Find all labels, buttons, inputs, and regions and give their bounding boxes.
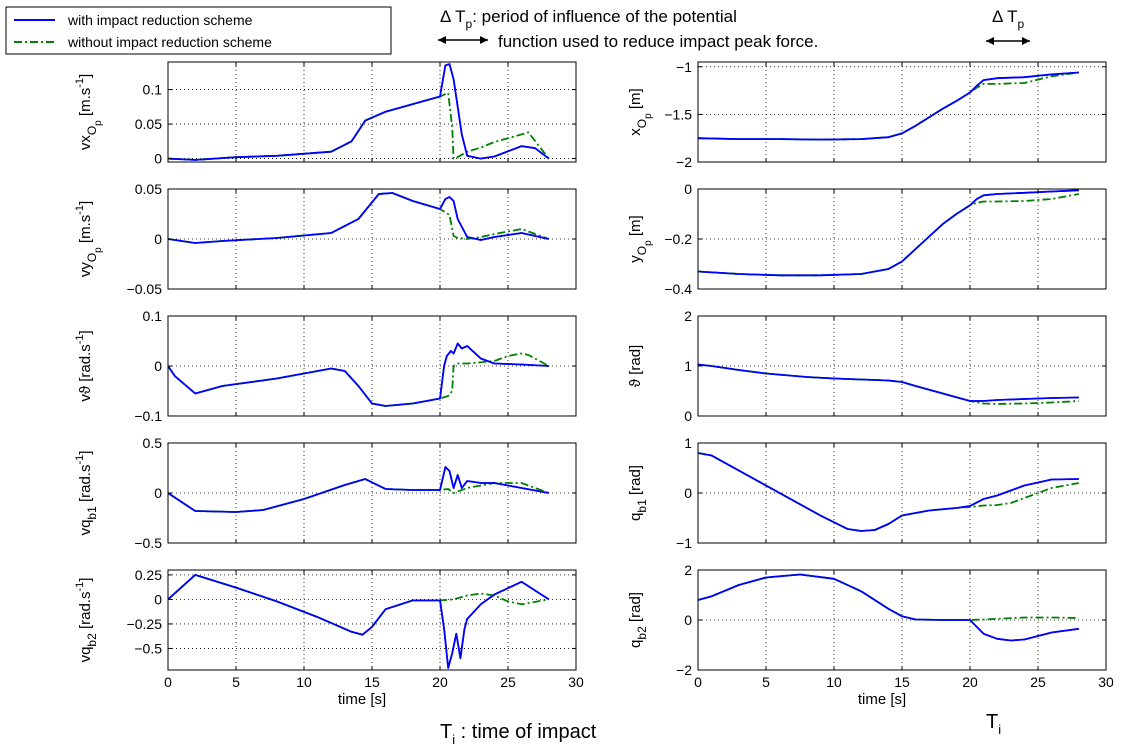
legend: with impact reduction scheme without imp… xyxy=(5,6,392,55)
annotation-delta-tp-top: Δ Tp: period of influence of the potenti… xyxy=(438,7,818,51)
series-x-with-top xyxy=(698,71,1079,141)
ytick-label-vqb1: 0 xyxy=(154,485,162,501)
xtick-label-qb2: 25 xyxy=(1030,674,1046,690)
xtick-label-vqb2: 10 xyxy=(296,674,312,690)
ytick-label-vqb2: 0 xyxy=(154,591,162,607)
ytick-label-vqb2: −0.25 xyxy=(127,616,163,632)
xtick-label-qb2: 30 xyxy=(1098,674,1114,690)
subplot-th: 0 1 2 ϑ [rad] xyxy=(627,308,1107,424)
annotation-dt-top-a: Δ Tp: period of influence of the potenti… xyxy=(440,7,737,31)
ytick-label-qb1: 1 xyxy=(684,435,692,451)
series-qb2-without xyxy=(698,573,1079,621)
series-vqb2-with-top xyxy=(168,574,550,669)
ytick-label-qb1: −1 xyxy=(676,535,692,551)
ylabel-qb1: qb1 [rad] xyxy=(627,465,649,521)
subplot-vth: −0.1 0 0.1 vϑ [rad.s-1] xyxy=(74,308,577,424)
ylabel-x: xOp [m] xyxy=(627,88,654,135)
legend-label-with: with impact reduction scheme xyxy=(67,12,253,28)
xlabel-qb2: time [s] xyxy=(858,691,906,708)
legend-label-without: without impact reduction scheme xyxy=(67,34,272,50)
ytick-label-vy: −0.05 xyxy=(127,281,163,297)
ylabel-qb2: qb2 [rad] xyxy=(627,592,649,648)
ytick-label-qb1: 0 xyxy=(684,485,692,501)
ylabel-th: ϑ [rad] xyxy=(627,345,644,387)
subplot-vqb2: 0 5 10 15 20 25 30 −0.5 −0.25 0 0.25 vqb2 [rad.s-1]… xyxy=(74,567,584,708)
arrowhead-left xyxy=(438,36,446,44)
ytick-label-vqb2: 0.25 xyxy=(135,567,162,583)
ylabel-vx: vxOp [m.s-1] xyxy=(74,74,104,150)
xtick-label-vqb2: 25 xyxy=(500,674,516,690)
ytick-label-vy: 0.05 xyxy=(135,181,162,197)
series-vy-with-top xyxy=(168,192,549,244)
arrowhead-left-r xyxy=(986,37,994,45)
ytick-label-qb2: 2 xyxy=(684,562,692,578)
ytick-label-qb2: 0 xyxy=(684,612,692,628)
xtick-label-vqb2: 0 xyxy=(164,674,172,690)
ytick-label-th: 1 xyxy=(684,358,692,374)
xtick-label-qb2: 15 xyxy=(894,674,910,690)
xtick-label-qb2: 0 xyxy=(694,674,702,690)
ytick-label-y: −0.2 xyxy=(664,231,692,247)
ytick-label-th: 0 xyxy=(684,408,692,424)
xtick-label-qb2: 5 xyxy=(762,674,770,690)
ylabel-vy: vyOp [m.s-1] xyxy=(74,201,104,277)
series-qb2-with-top xyxy=(698,573,1079,642)
annotation-dt-top-line2: function used to reduce impact peak forc… xyxy=(498,32,818,51)
series-qb1-with-top xyxy=(698,452,1079,532)
xlabel-vqb2: time [s] xyxy=(338,691,386,708)
xtick-label-qb2: 20 xyxy=(962,674,978,690)
ytick-label-y: 0 xyxy=(684,181,692,197)
xtick-label-vqb2: 20 xyxy=(432,674,448,690)
subplot-vy: −0.05 0 0.05 vyOp [m.s-1] xyxy=(74,181,577,297)
ylabel-vqb1: vqb1 [rad.s-1] xyxy=(74,451,99,536)
ytick-label-qb2: −2 xyxy=(676,662,692,678)
series-vqb1-with-top xyxy=(168,466,549,513)
ytick-label-x: −1.5 xyxy=(664,106,692,122)
xtick-label-vqb2: 15 xyxy=(364,674,380,690)
arrowhead-right-r xyxy=(1022,37,1030,45)
ytick-label-th: 2 xyxy=(684,308,692,324)
ytick-label-vqb1: −0.5 xyxy=(134,535,162,551)
xtick-label-qb2: 10 xyxy=(826,674,842,690)
subplot-qb1: −1 0 1 qb1 [rad] xyxy=(627,435,1107,551)
ylabel-vth: vϑ [rad.s-1] xyxy=(74,330,94,401)
ytick-label-vx: 0.05 xyxy=(135,116,162,132)
ytick-label-vqb2: −0.5 xyxy=(134,640,162,656)
ytick-label-vx: 0.1 xyxy=(143,82,163,98)
subplot-y: −0.4 −0.2 0 yOp [m] xyxy=(627,181,1107,297)
ytick-label-x: −1 xyxy=(676,59,692,75)
annotation-dt-right: Δ Tp xyxy=(992,7,1025,31)
subplot-vx: 0 0.05 0.1 vxOp [m.s-1] xyxy=(74,61,577,167)
ytick-label-vx: 0 xyxy=(154,151,162,167)
subplot-x: −2 −1.5 −1 xOp [m] xyxy=(627,59,1107,170)
annotation-delta-tp-right: Δ Tp xyxy=(986,7,1030,45)
annotation-ti-right: Ti xyxy=(986,711,1001,737)
ylabel-vqb2: vqb2 [rad.s-1] xyxy=(74,578,99,663)
annotation-ti-left: Ti : time of impact xyxy=(440,721,597,747)
legend-box xyxy=(5,6,392,55)
series-vth-with-top xyxy=(168,342,549,407)
ytick-label-vqb1: 0.5 xyxy=(143,435,163,451)
ytick-label-vth: 0 xyxy=(154,358,162,374)
ytick-label-vth: 0.1 xyxy=(143,308,163,324)
ylabel-y: yOp [m] xyxy=(627,215,654,262)
ytick-label-vth: −0.1 xyxy=(134,408,162,424)
subplots: 0 0.05 0.1 vxOp [m.s-1] −2 −1.5 −1 xOp [m] −0.05… xyxy=(74,59,1114,708)
series-y-with-top xyxy=(698,189,1079,277)
xtick-label-vqb2: 30 xyxy=(568,674,584,690)
ytick-label-y: −0.4 xyxy=(664,281,692,297)
series-vx-with-top xyxy=(168,63,550,161)
series-th-with-top xyxy=(698,363,1079,402)
ytick-label-x: −2 xyxy=(676,154,692,170)
arrowhead-right xyxy=(480,36,488,44)
xtick-label-vqb2: 5 xyxy=(232,674,240,690)
subplot-vqb1: −0.5 0 0.5 vqb1 [rad.s-1] xyxy=(74,435,577,551)
ytick-label-vy: 0 xyxy=(154,231,162,247)
